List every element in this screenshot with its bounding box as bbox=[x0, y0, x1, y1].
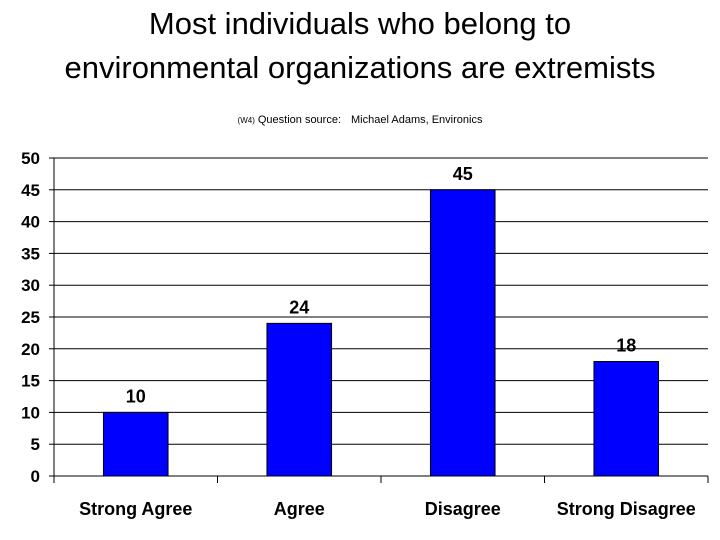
x-category-label: Agree bbox=[274, 499, 325, 519]
bar-strong-disagree bbox=[593, 361, 660, 477]
data-labels: 10 24 45 18 bbox=[126, 164, 637, 407]
y-tick-label: 15 bbox=[21, 372, 40, 391]
y-tick-label: 30 bbox=[21, 276, 40, 295]
data-label: 24 bbox=[289, 297, 309, 317]
chart-title-line-2: environmental organizations are extremis… bbox=[64, 50, 656, 85]
question-source: Michael Adams, Environics bbox=[351, 114, 483, 126]
y-axis: 0 5 10 15 20 25 30 35 40 45 50 bbox=[21, 149, 55, 486]
chart-subtitle: (W4) Question source: Michael Adams, Envir… bbox=[0, 114, 720, 126]
y-tick-label: 10 bbox=[21, 403, 40, 422]
y-tick-label: 40 bbox=[21, 213, 40, 232]
bar-strong-agree bbox=[102, 411, 169, 477]
bar-disagree bbox=[429, 189, 496, 477]
x-category-label: Strong Disagree bbox=[557, 499, 696, 519]
chart-title-line-1: Most individuals who belong to bbox=[148, 6, 572, 41]
question-code: (W4) bbox=[237, 116, 255, 125]
question-source-label: Question source: bbox=[257, 114, 342, 126]
data-label: 10 bbox=[126, 386, 146, 406]
bar-agree bbox=[266, 322, 333, 477]
y-tick-label: 25 bbox=[21, 308, 40, 327]
bars bbox=[102, 189, 660, 477]
y-tick-label: 50 bbox=[21, 149, 40, 168]
chart-title: Most individuals who belong to environme… bbox=[0, 2, 720, 90]
y-tick-label: 45 bbox=[21, 181, 40, 200]
data-label: 18 bbox=[616, 336, 636, 356]
y-tick-label: 5 bbox=[31, 435, 40, 454]
x-category-label: Strong Agree bbox=[79, 499, 192, 519]
data-label: 45 bbox=[453, 164, 473, 184]
x-axis: Strong Agree Agree Disagree Strong Disagree bbox=[53, 475, 709, 519]
y-tick-label: 35 bbox=[21, 244, 40, 263]
y-tick-label: 0 bbox=[31, 467, 40, 486]
y-tick-label: 20 bbox=[21, 340, 40, 359]
x-category-label: Disagree bbox=[425, 499, 501, 519]
